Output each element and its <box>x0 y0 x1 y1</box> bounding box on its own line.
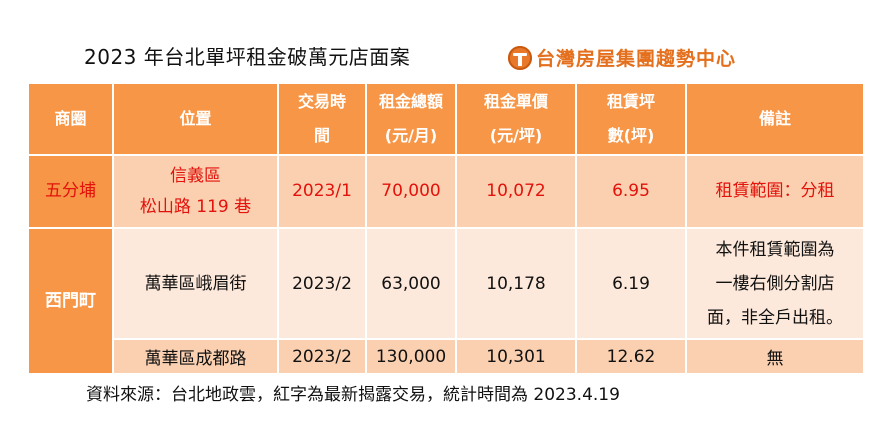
table-row: 萬華區成都路 2023/2 130,000 10,301 12.62 無 <box>28 338 865 375</box>
cell-size: 6.95 <box>575 154 687 229</box>
table-header-row: 商圈 位置 交易時間 租金總額 (元/月) 租金單價 (元/坪) 租賃坪 數(坪) 備… <box>27 82 865 156</box>
table-row: 五分埔 信義區 松山路 119 巷 2023/1 70,000 10,072 6.… <box>27 154 865 229</box>
cell-total-rent: 70,000 <box>365 154 457 229</box>
cell-unit-rent: 10,072 <box>455 154 577 229</box>
cell-date: 2023/1 <box>277 154 367 229</box>
cell-location: 萬華區成都路 <box>112 338 279 375</box>
cell-area: 五分埔 <box>27 154 114 229</box>
cell-note: 無 <box>685 338 865 375</box>
cell-unit-rent: 10,301 <box>455 338 577 375</box>
t-circle-logo-icon <box>508 45 532 70</box>
header-date: 交易時間 <box>277 82 367 156</box>
brand-logo: 台灣房屋集團趨勢中心 <box>508 44 736 71</box>
page-title: 2023 年台北單坪租金破萬元店面案 <box>84 45 411 69</box>
header-size: 租賃坪 數(坪) <box>575 82 687 156</box>
rent-table: 商圈 位置 交易時間 租金總額 (元/月) 租金單價 (元/坪) 租賃坪 數(坪) 備… <box>27 82 865 375</box>
header-unit-rent: 租金單價 (元/坪) <box>455 82 577 156</box>
header-note: 備註 <box>685 82 865 156</box>
header-location: 位置 <box>112 82 279 156</box>
cell-area: 西門町 <box>27 227 114 375</box>
header-area: 商圈 <box>27 82 114 156</box>
source-note: 資料來源：台北地政雲，紅字為最新揭露交易，統計時間為 2023.4.19 <box>86 385 620 405</box>
cell-note: 租賃範圍：分租 <box>685 154 865 229</box>
cell-note: 本件租賃範圍為 一樓右側分割店 面，非全戶出租。 <box>685 227 865 340</box>
cell-location: 信義區 松山路 119 巷 <box>112 154 279 229</box>
cell-size: 12.62 <box>575 338 687 375</box>
header-total-rent: 租金總額 (元/月) <box>365 82 457 156</box>
cell-date: 2023/2 <box>277 227 367 340</box>
cell-size: 6.19 <box>575 227 687 340</box>
cell-date: 2023/2 <box>277 338 367 375</box>
table-row: 西門町 萬華區峨眉街 2023/2 63,000 10,178 6.19 本件租… <box>27 227 865 375</box>
brand-name: 台灣房屋集團趨勢中心 <box>536 48 737 70</box>
cell-total-rent: 130,000 <box>365 338 457 375</box>
cell-total-rent: 63,000 <box>365 227 457 340</box>
cell-unit-rent: 10,178 <box>455 227 577 340</box>
cell-location: 萬華區峨眉街 <box>112 227 279 340</box>
